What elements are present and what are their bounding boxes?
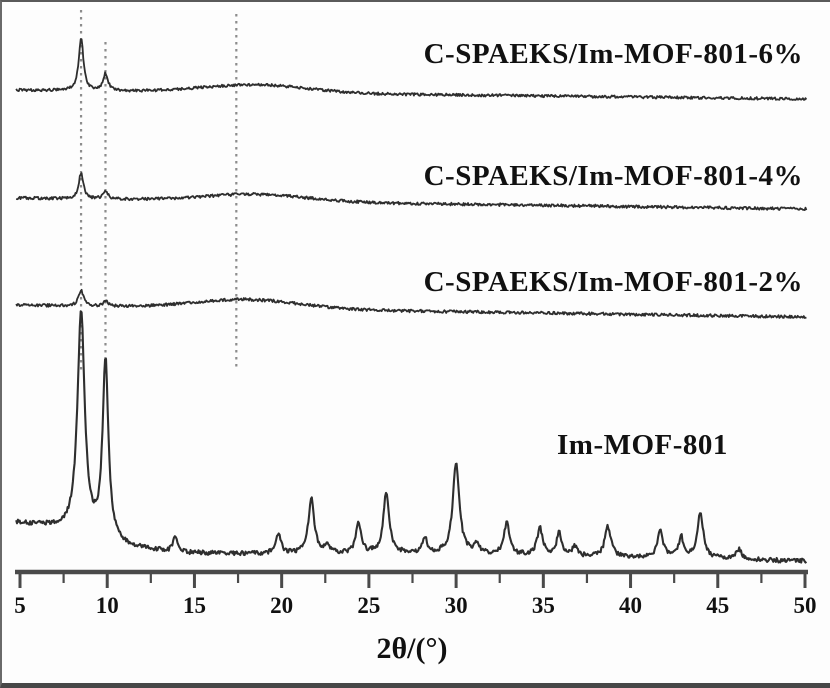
series-label-6pct: C-SPAEKS/Im-MOF-801-6% <box>423 38 803 70</box>
xrd-trace-0 <box>15 38 808 101</box>
series-label-2pct: C-SPAEKS/Im-MOF-801-2% <box>423 266 803 298</box>
series-label-im-mof-801: Im-MOF-801 <box>557 429 728 461</box>
x-tick-label: 30 <box>445 593 468 618</box>
x-tick-label: 50 <box>794 593 817 618</box>
x-tick-label: 40 <box>619 593 642 618</box>
x-tick-label: 15 <box>183 593 206 618</box>
xrd-trace-1 <box>15 172 808 212</box>
x-axis-title: 2θ/(°) <box>376 632 448 665</box>
x-tick-label: 25 <box>357 593 380 618</box>
x-tick-label: 35 <box>532 593 555 618</box>
x-tick-label: 45 <box>706 593 729 618</box>
xrd-trace-3 <box>15 310 808 564</box>
series-label-4pct: C-SPAEKS/Im-MOF-801-4% <box>423 160 803 192</box>
x-tick-label: 20 <box>270 593 293 618</box>
x-tick-label: 10 <box>96 593 119 618</box>
xrd-trace-2 <box>15 288 807 319</box>
x-tick-label: 5 <box>14 593 26 618</box>
